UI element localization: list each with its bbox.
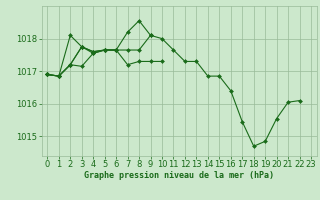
X-axis label: Graphe pression niveau de la mer (hPa): Graphe pression niveau de la mer (hPa) [84, 171, 274, 180]
